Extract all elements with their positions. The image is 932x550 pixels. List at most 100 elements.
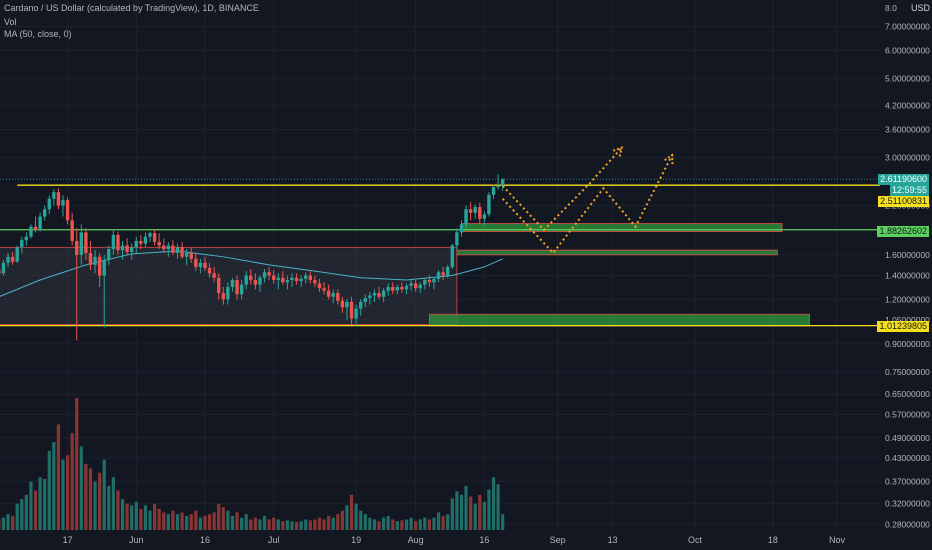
candle-body [239,284,244,295]
candle-body [317,283,322,289]
volume-bar [331,517,335,530]
candle-body [249,275,253,280]
volume-bar [281,521,285,530]
volume-bar [464,486,468,530]
candle-body [487,194,491,215]
volume-bar [294,522,299,530]
candle-body [61,200,65,206]
candle-body [368,295,372,299]
candle-body [500,179,505,186]
volume-bar [267,519,271,530]
volume-bar [469,496,473,530]
candle-body [79,232,84,255]
volume-bar [20,499,24,530]
x-tick-label: 17 [63,535,73,545]
volume-bar [336,514,340,530]
y-tick-label: 1.40000000 [885,271,930,281]
volume-bar [409,517,413,530]
volume-bar [327,515,331,530]
x-tick-label: Jun [129,535,144,545]
volume-bar [276,519,280,530]
volume-bar [98,472,102,530]
y-tick-label: 0.28000000 [885,519,930,529]
y-tick-label: 0.75000000 [885,367,930,377]
volume-bar [52,442,56,530]
candle-body [33,226,38,230]
volume-bar [111,477,115,530]
volume-bar [1,517,6,530]
y-tick-label: 0.57000000 [885,409,930,419]
volume-bar [153,503,157,530]
candle-body [47,198,51,210]
candle-body [267,272,271,276]
volume-bar [212,512,216,530]
candle-body [432,278,436,283]
countdown-tag: 12:59:55 [889,185,929,196]
range-box [0,246,458,325]
candle-body [203,262,207,268]
candle-body [134,241,138,248]
candle-body [372,293,377,296]
volume-bar [317,517,322,530]
volume-bar [240,517,244,530]
volume-bar [24,494,28,530]
volume-bar [249,519,253,530]
candle-body [1,262,6,274]
candle-body [404,285,409,290]
x-tick-label: 16 [200,535,210,545]
candle-body [125,245,129,252]
candle-body [162,245,166,250]
projection-path [501,147,623,232]
candle-body [258,277,262,285]
candle-body [130,247,134,252]
volume-bar [221,507,225,530]
volume-bar [230,515,235,530]
volume-bar [299,521,303,530]
volume-bar [203,515,207,530]
volume-bar [70,433,74,530]
level-bottom-tag: 1.01239805 [877,321,929,332]
volume-bar [102,459,106,530]
volume-bar [482,501,486,530]
moving-average-legend: MA (50, close, 0) [4,29,72,39]
candle-body [322,288,326,291]
volume-bar [258,519,262,530]
candle-body [29,226,33,237]
volume-bar [418,519,422,530]
y-tick-label: 0.43000000 [885,453,930,463]
volume-bar [79,446,83,530]
volume-legend: Vol [4,17,17,27]
candle-body [38,216,42,230]
candle-body [386,286,390,291]
volume-bar [372,519,377,530]
candle-body [107,249,111,260]
y-tick-label: 3.00000000 [885,153,930,163]
candle-body [336,293,340,301]
volume-bar [308,520,312,530]
y-tick-label: 0.32000000 [885,499,930,509]
volume-bar [414,521,418,530]
volume-bar [368,517,372,530]
volume-bar [450,498,454,530]
candle-body [20,240,24,248]
volume-bar [175,514,180,530]
candle-body [491,187,496,195]
candle-body [175,247,180,253]
currency-label[interactable]: USD [910,3,930,13]
candle-body [381,290,386,297]
volume-bar [491,477,496,530]
volume-bar [116,490,120,530]
volume-bar [436,512,441,530]
projection-arrowhead [612,146,624,157]
candle-body [363,298,367,302]
candle-body [423,279,427,285]
candle-body [212,273,216,278]
candle-body [285,279,290,283]
candle-body [97,256,102,276]
volume-bar [217,503,221,530]
candle-body [235,279,239,295]
volume-bar [253,517,257,530]
candle-body [0,270,1,274]
candle-body [184,252,189,257]
